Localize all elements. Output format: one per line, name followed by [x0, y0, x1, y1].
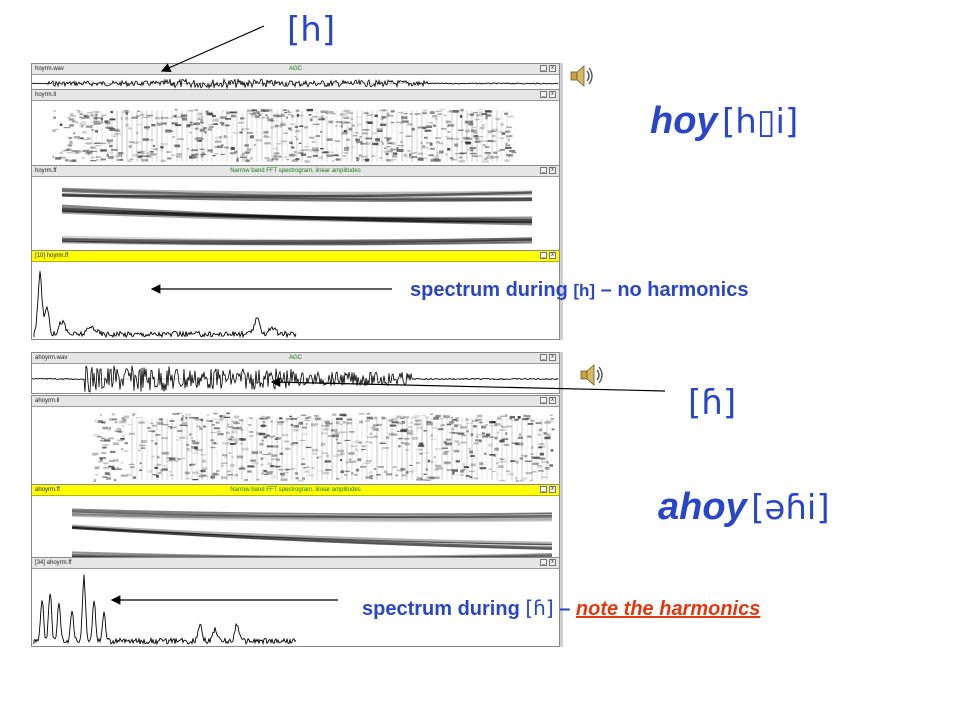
close-button[interactable]: x: [549, 91, 556, 98]
top-narrowband-window[interactable]: hoyrm.ff Narrow band FFT spectrogram, li…: [31, 165, 560, 252]
minimize-button[interactable]: _: [540, 91, 547, 98]
top-spectrogram-titlebar[interactable]: hoyrm.ll _ x: [32, 90, 559, 101]
top-waveform-filename: hoyrm.wav: [35, 66, 65, 72]
bottom-caption-prefix: spectrum during: [362, 598, 520, 620]
top-spectrum-titlebar[interactable]: [10] hoyrm.ff _ x: [32, 251, 559, 262]
bottom-h-label: [ɦ]: [688, 383, 737, 423]
bottom-narrowband-caption: Narrow band FFT spectrogram, linear ampl…: [230, 487, 361, 493]
top-waveform-plot: [32, 75, 559, 91]
bottom-word: ahoy: [658, 486, 747, 528]
bottom-spectrum-titlebar[interactable]: [34] ahoyrm.ff _ x: [32, 558, 559, 569]
minimize-button[interactable]: _: [540, 167, 547, 174]
top-waveform-agc-label: AGC: [288, 66, 302, 72]
minimize-button[interactable]: _: [540, 65, 547, 72]
top-spectrogram-window[interactable]: hoyrm.ll _ x: [31, 89, 560, 166]
close-button[interactable]: x: [549, 486, 556, 493]
bottom-waveform-plot: [32, 364, 559, 393]
bottom-spectrogram-plot: [32, 407, 559, 484]
close-button[interactable]: x: [549, 167, 556, 174]
top-spectrogram-plot: [32, 101, 559, 165]
bottom-spectrum-filename: [34] ahoyrm.ff: [35, 560, 72, 566]
close-button[interactable]: x: [549, 65, 556, 72]
scroll-edge: [560, 63, 563, 340]
bottom-spectrum-plot: [32, 569, 559, 646]
bottom-waveform-window[interactable]: ahoyrm.wav AGC _ x: [31, 352, 560, 394]
bottom-waveform-filename: ahoyrm.wav: [35, 355, 68, 361]
speaker-icon[interactable]: [568, 62, 596, 90]
top-waveform-window[interactable]: hoyrm.wav AGC _ x: [31, 63, 560, 92]
bottom-caption-dash: –: [559, 598, 571, 620]
bottom-spectrogram-window[interactable]: ahoyrm.ll _ x: [31, 395, 560, 485]
close-button[interactable]: x: [549, 252, 556, 259]
speaker-icon[interactable]: [578, 361, 606, 389]
close-button[interactable]: x: [549, 397, 556, 404]
top-spectrum-window[interactable]: [10] hoyrm.ff _ x: [31, 250, 560, 340]
bottom-caption-note: note the harmonics: [575, 598, 761, 620]
bottom-caption-symbol: [ɦ]: [525, 596, 554, 620]
top-narrowband-titlebar[interactable]: hoyrm.ff Narrow band FFT spectrogram, li…: [32, 166, 559, 177]
top-h-arrow: [160, 25, 265, 73]
top-caption-prefix: spectrum during: [410, 279, 568, 301]
bottom-waveform-agc-label: AGC: [288, 355, 302, 361]
minimize-button[interactable]: _: [540, 252, 547, 259]
minimize-button[interactable]: _: [540, 354, 547, 361]
top-waveform-titlebar[interactable]: hoyrm.wav AGC _ x: [32, 64, 559, 75]
bottom-spectrogram-titlebar[interactable]: ahoyrm.ll _ x: [32, 396, 559, 407]
close-button[interactable]: x: [549, 354, 556, 361]
close-button[interactable]: x: [549, 559, 556, 566]
top-spectrum-filename: [10] hoyrm.ff: [35, 253, 69, 259]
top-caption: spectrum during [h] – no harmonics: [410, 279, 748, 302]
top-caption-suffix: – no harmonics: [600, 279, 749, 301]
bottom-narrowband-window[interactable]: ahoyrm.ff Narrow band FFT spectrogram, l…: [31, 484, 560, 564]
minimize-button[interactable]: _: [540, 559, 547, 566]
scroll-edge: [560, 352, 563, 647]
top-ipa: [h▯i]: [722, 102, 799, 142]
bottom-word-heading: ahoy [əɦi]: [658, 486, 830, 529]
bottom-caption: spectrum during [ɦ] – note the harmonics: [362, 596, 760, 621]
top-narrowband-caption: Narrow band FFT spectrogram, linear ampl…: [230, 168, 361, 174]
bottom-h-arrow: [270, 377, 666, 392]
top-spectrogram-filename: hoyrm.ll: [35, 92, 57, 98]
minimize-button[interactable]: _: [540, 486, 547, 493]
bottom-waveform-titlebar[interactable]: ahoyrm.wav AGC _ x: [32, 353, 559, 364]
bottom-spectrogram-filename: ahoyrm.ll: [35, 398, 60, 404]
minimize-button[interactable]: _: [540, 397, 547, 404]
top-spectrum-plot: [32, 262, 559, 339]
top-word: hoy: [650, 100, 718, 142]
top-narrowband-plot: [32, 177, 559, 251]
top-h-label: [h]: [287, 10, 336, 50]
bottom-narrowband-titlebar[interactable]: ahoyrm.ff Narrow band FFT spectrogram, l…: [32, 485, 559, 496]
bottom-ipa: [əɦi]: [751, 488, 830, 528]
top-caption-symbol: [h]: [573, 281, 596, 300]
top-word-heading: hoy [h▯i]: [650, 100, 798, 143]
bottom-narrowband-plot: [32, 496, 559, 563]
bottom-narrowband-filename: ahoyrm.ff: [35, 487, 60, 493]
top-narrowband-filename: hoyrm.ff: [35, 168, 57, 174]
